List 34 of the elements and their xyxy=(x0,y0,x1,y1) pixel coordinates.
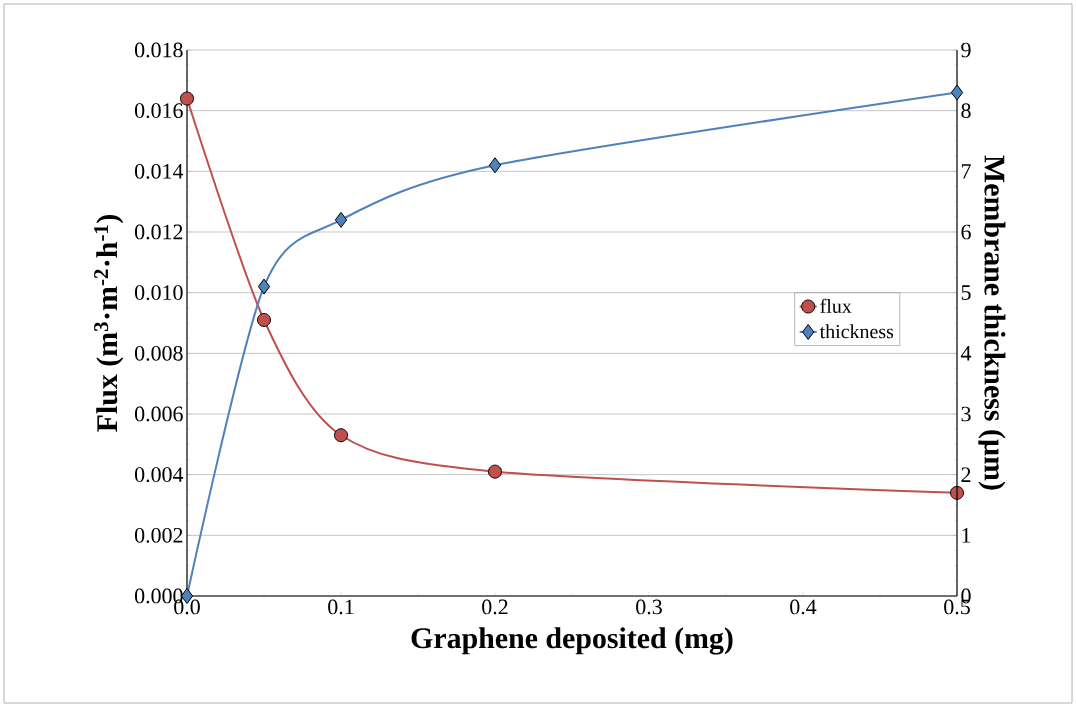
y2-axis-title: Membrane thickness (µm) xyxy=(978,155,1006,490)
y-tick-label: 0.018 xyxy=(134,42,183,58)
y-tick-label: 0.014 xyxy=(134,163,184,179)
x-axis-title: Graphene deposited (mg) xyxy=(411,627,733,655)
x-tick-label: 0.4 xyxy=(790,599,817,615)
y2-tick-label: 4 xyxy=(960,346,972,361)
y2-tick-label: 2 xyxy=(961,467,971,482)
x-tick-label: 0.2 xyxy=(482,599,508,615)
y2-tick-label: 8 xyxy=(961,103,971,119)
y-tick-label: 0.012 xyxy=(134,224,183,240)
legend-label: thickness xyxy=(819,324,894,339)
y2-tick-label: 5 xyxy=(961,285,971,300)
y2-tick-label: 7 xyxy=(961,164,971,179)
y-tick-label: 0.010 xyxy=(134,285,183,301)
point xyxy=(488,157,502,174)
point xyxy=(257,278,271,295)
y2-tick-label: 9 xyxy=(961,42,971,58)
y2-tick-label: 1 xyxy=(962,528,971,543)
legend-label: flux xyxy=(820,298,852,313)
y-axis-title: Flux (m$^{3}$·m$^{-2}$·h$^{-1}$) xyxy=(94,214,124,432)
y2-tick-label: 3 xyxy=(961,406,971,422)
y-tick-label: 0.016 xyxy=(134,103,183,119)
point xyxy=(334,211,348,228)
point xyxy=(257,312,271,327)
y-tick-label: 0.002 xyxy=(134,527,183,543)
y-tick-label: 0.004 xyxy=(134,467,184,483)
point xyxy=(950,84,964,101)
point xyxy=(488,464,502,479)
x-tick-label: 0.3 xyxy=(636,599,662,615)
point xyxy=(334,428,348,443)
y-tick-label: 0.006 xyxy=(134,406,183,422)
x-tick-label: 0.1 xyxy=(328,599,354,615)
y2-tick-label: 6 xyxy=(961,224,971,240)
y-tick-label: 0.008 xyxy=(134,345,183,361)
